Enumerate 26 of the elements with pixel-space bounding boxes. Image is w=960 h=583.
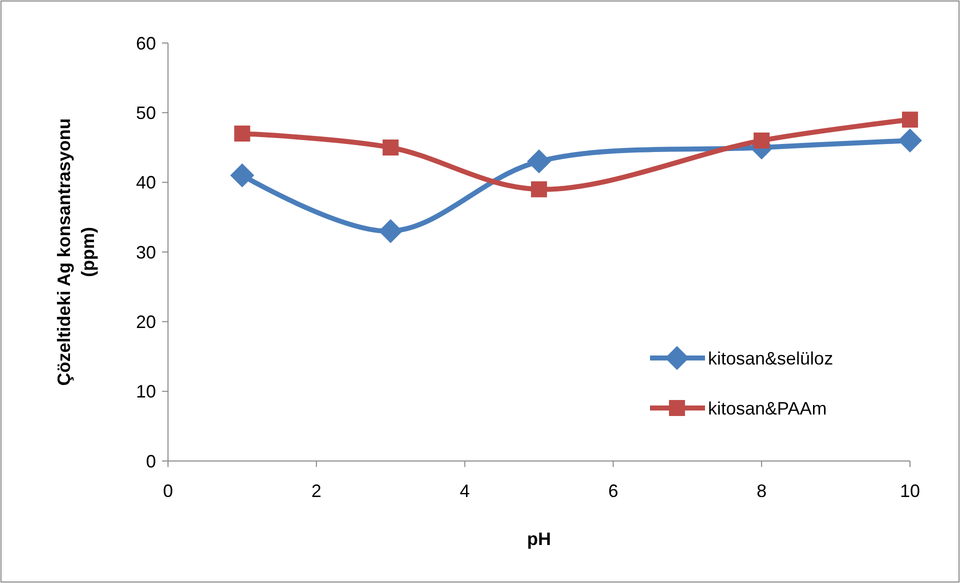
y-tick-label: 10 bbox=[136, 382, 156, 402]
x-tick-label: 10 bbox=[900, 481, 920, 501]
point bbox=[531, 181, 547, 198]
x-tick-label: 4 bbox=[460, 481, 470, 501]
point bbox=[234, 126, 250, 142]
point bbox=[902, 112, 918, 128]
point bbox=[527, 149, 551, 174]
y-tick-label: 0 bbox=[146, 451, 156, 472]
y-tick-label: 20 bbox=[136, 312, 156, 332]
y-axis-title: Çözeltideki Ag konsantrasyonu (ppm) bbox=[54, 118, 98, 386]
point bbox=[378, 219, 403, 244]
y-tick-label: 30 bbox=[136, 242, 156, 262]
point bbox=[382, 140, 399, 156]
x-tick-label: 6 bbox=[608, 481, 618, 501]
point bbox=[898, 128, 922, 153]
x-tick-label: 8 bbox=[756, 481, 767, 501]
legend-label: kitosan&PAAm bbox=[708, 398, 827, 418]
point bbox=[230, 163, 254, 188]
x-axis-title: pH bbox=[527, 529, 551, 549]
y-tick-label: 60 bbox=[136, 33, 156, 54]
x-tick-label: 2 bbox=[311, 481, 322, 501]
y-tick-label: 40 bbox=[136, 172, 156, 193]
y-tick-label: 50 bbox=[136, 102, 156, 123]
point bbox=[754, 132, 770, 149]
legend-label: kitosan&selüloz bbox=[708, 348, 834, 368]
x-tick-label: 0 bbox=[162, 481, 174, 501]
